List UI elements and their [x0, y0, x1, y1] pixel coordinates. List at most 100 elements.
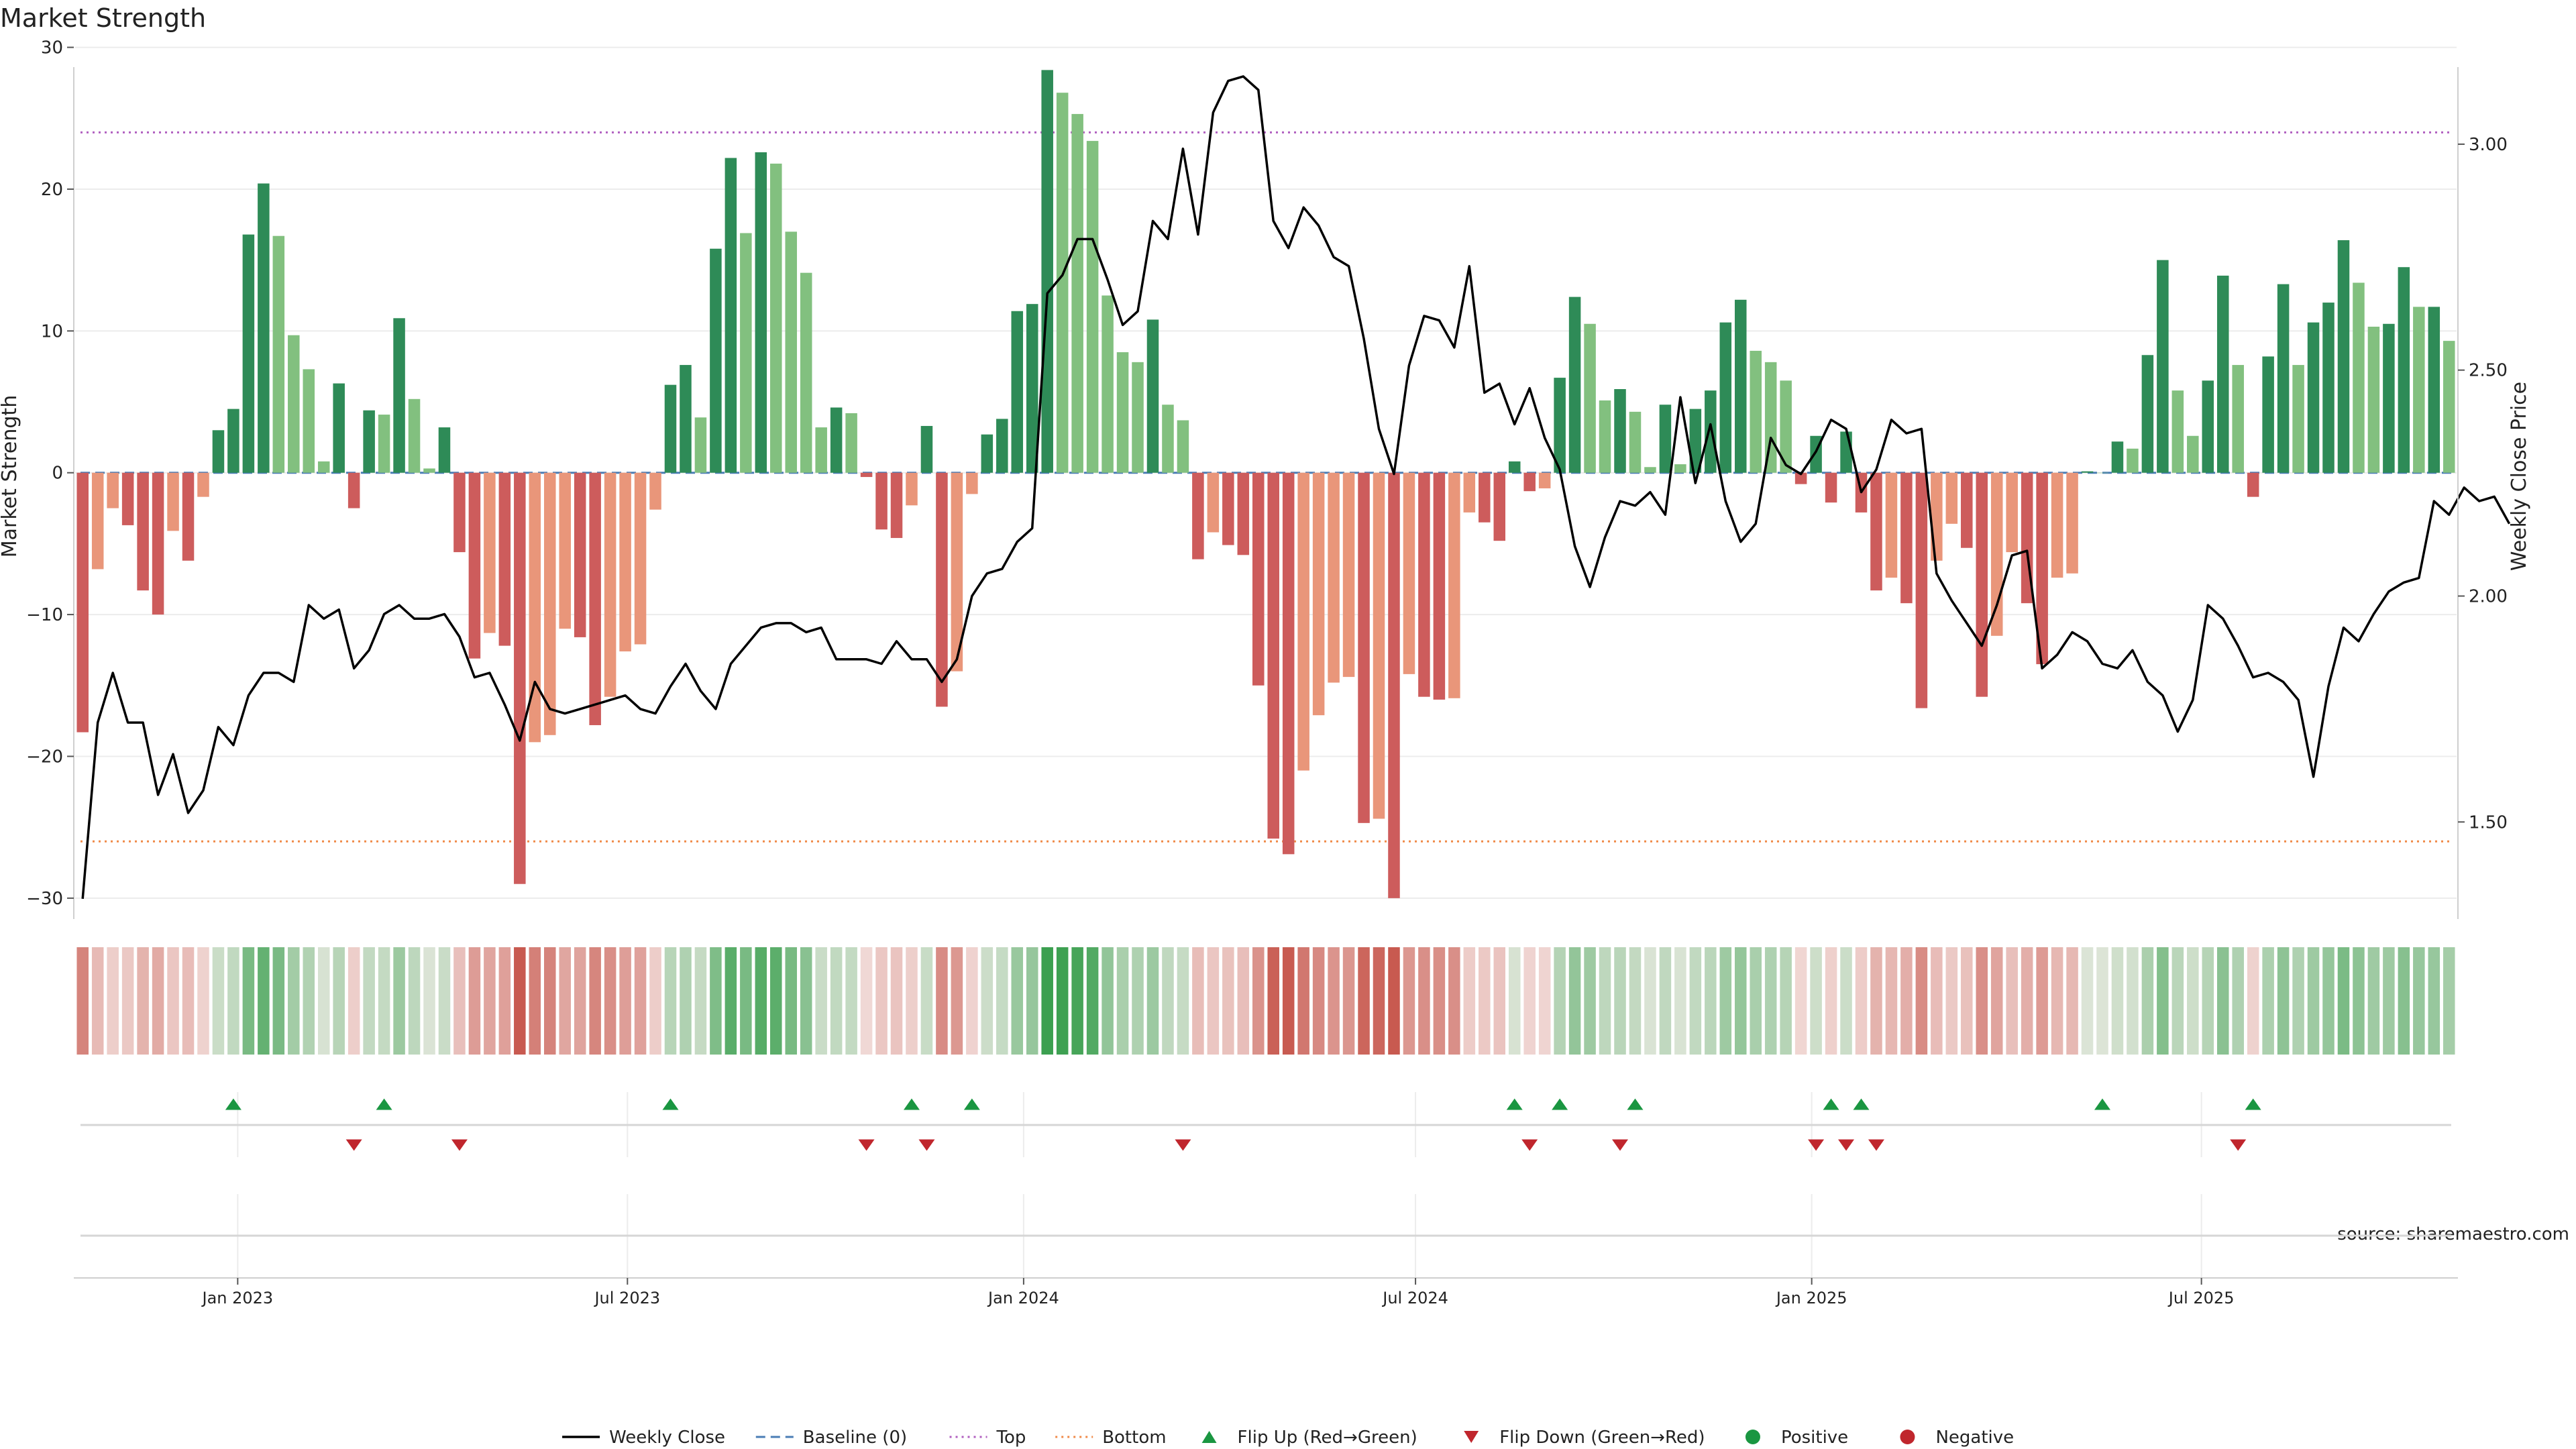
heat-cell [2036, 947, 2048, 1055]
strength-bar [1373, 472, 1385, 819]
heat-cell [423, 947, 435, 1055]
heat-cell [559, 947, 571, 1055]
heat-cell [1026, 947, 1038, 1055]
heat-cell [1479, 947, 1491, 1055]
heat-cell [1990, 947, 2003, 1055]
heat-cell [906, 947, 918, 1055]
heat-cell [2081, 947, 2094, 1055]
strength-bar [1659, 405, 1672, 473]
strength-bar [453, 472, 466, 553]
flip-up-marker [1506, 1098, 1523, 1110]
left-tick-label: −30 [26, 889, 63, 909]
flip-down-marker [1838, 1139, 1855, 1151]
heat-cell [2187, 947, 2199, 1055]
strength-bar [1056, 93, 1069, 473]
strength-bar [2262, 356, 2274, 473]
strength-bar [1870, 472, 1882, 591]
heat-cell [875, 947, 888, 1055]
flip-down-marker [918, 1139, 935, 1151]
legend-item: Positive [1745, 1428, 1848, 1448]
strength-bar [1237, 472, 1250, 555]
strength-bar [1825, 472, 1837, 503]
heat-cell [936, 947, 948, 1055]
strength-bar [830, 407, 843, 473]
flip-up-marker [2245, 1098, 2261, 1110]
strength-bar [604, 472, 616, 697]
flip-up-marker [903, 1098, 920, 1110]
heat-cell [664, 947, 677, 1055]
heat-cell [1071, 947, 1083, 1055]
strength-bar [1629, 411, 1642, 473]
strength-bar [1554, 378, 1566, 473]
strength-bar [2066, 472, 2078, 574]
strength-bar [242, 234, 255, 473]
heat-cell [920, 947, 933, 1055]
strength-bar [559, 472, 571, 629]
strength-bar [76, 472, 89, 733]
heat-cell [1162, 947, 1174, 1055]
heat-cell [2141, 947, 2154, 1055]
heat-cell [1705, 947, 1717, 1055]
strength-bar [1794, 472, 1807, 484]
heat-cell [2157, 947, 2169, 1055]
heat-cell [2216, 947, 2229, 1055]
strength-bar [1689, 409, 1702, 473]
strength-bar [1026, 304, 1038, 473]
heat-cell [1177, 947, 1189, 1055]
strength-bar [951, 472, 963, 672]
heat-cell [393, 947, 405, 1055]
strength-bar [1297, 472, 1309, 771]
strength-bar [167, 472, 179, 531]
heat-cell [1116, 947, 1129, 1055]
strength-bar [1132, 362, 1144, 473]
heat-cell [1885, 947, 1898, 1055]
strength-bar [1780, 380, 1792, 473]
strength-bar [845, 413, 857, 473]
strength-bar [1750, 350, 1762, 473]
strength-bar [589, 472, 601, 725]
heat-cell [2353, 947, 2365, 1055]
strength-bar [1102, 295, 1114, 473]
heat-cell [2383, 947, 2395, 1055]
strength-bar [755, 152, 767, 473]
weekly-close-line [81, 75, 2511, 899]
legend-item: Negative [1900, 1428, 2014, 1448]
left-tick-label: 20 [41, 180, 63, 200]
heat-cell [2367, 947, 2380, 1055]
left-tick-label: 10 [41, 321, 63, 341]
heat-cell [649, 947, 661, 1055]
strength-bar [468, 472, 481, 659]
heat-cell [1056, 947, 1069, 1055]
heat-cell [2337, 947, 2350, 1055]
strength-bar [378, 415, 390, 473]
strength-bar [1479, 472, 1491, 523]
chart-title: Market Strength [0, 3, 206, 33]
heat-cell [1659, 947, 1672, 1055]
heat-cell [182, 947, 195, 1055]
heat-cell [815, 947, 827, 1055]
strength-bar [1177, 420, 1189, 473]
right-tick-label: 3.00 [2469, 135, 2508, 155]
heat-cell [317, 947, 330, 1055]
strength-bar [1388, 472, 1400, 898]
strength-bars [76, 70, 2455, 898]
heat-cell [2247, 947, 2259, 1055]
heat-cell [378, 947, 390, 1055]
strength-bar [574, 472, 586, 637]
legend-label: Weekly Close [609, 1428, 725, 1448]
heat-cell [770, 947, 782, 1055]
strength-bar [1840, 431, 1852, 473]
strength-bar [91, 472, 104, 570]
heat-cell [1915, 947, 1928, 1055]
strength-bar [680, 365, 692, 473]
strength-bar [906, 472, 918, 506]
strength-bar [2443, 341, 2455, 473]
strength-bar [1448, 472, 1460, 698]
strength-bar [1146, 319, 1159, 473]
heat-cell [2307, 947, 2320, 1055]
strength-bar [1885, 472, 1898, 578]
heat-cell [2111, 947, 2124, 1055]
heat-cell [1463, 947, 1476, 1055]
heat-cell [1629, 947, 1642, 1055]
